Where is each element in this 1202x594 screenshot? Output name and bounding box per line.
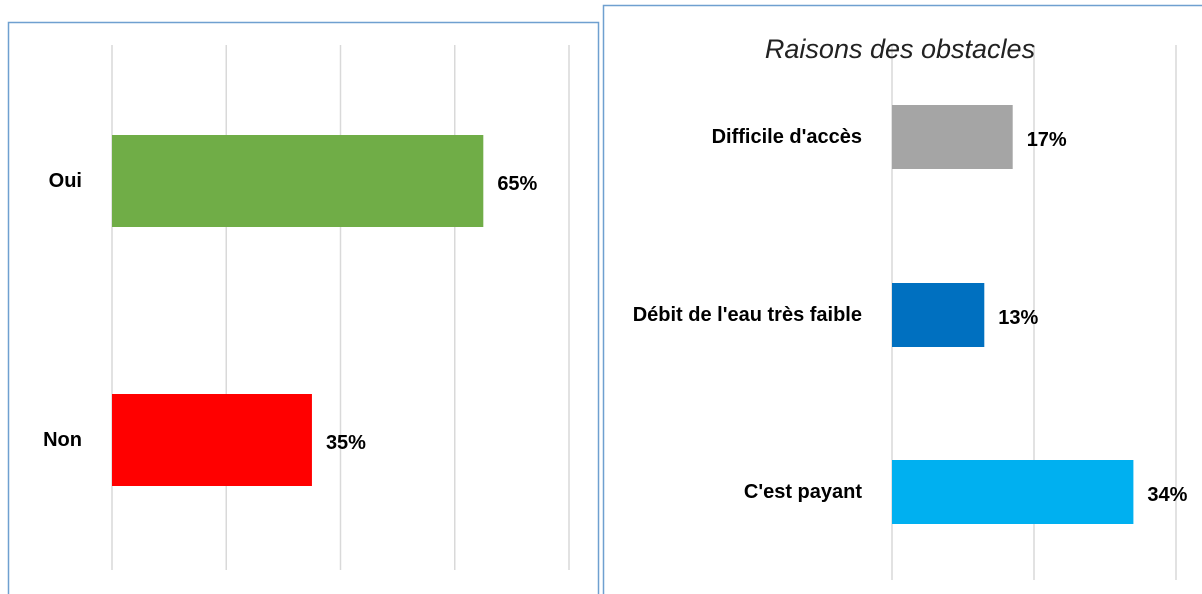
category-label: Débit de l'eau très faible <box>632 304 862 326</box>
category-label: Non <box>43 429 82 451</box>
bar <box>892 283 985 347</box>
category-label: Oui <box>48 170 82 192</box>
value-label: 17% <box>1026 129 1067 151</box>
chart-title: Raisons des obstacles <box>764 34 1036 64</box>
category-label: C'est payant <box>743 481 862 503</box>
panel-right <box>602 4 1202 594</box>
panel-left <box>7 21 600 594</box>
bar <box>892 105 1013 169</box>
bar <box>112 135 484 227</box>
category-label: Difficile d'accès <box>711 126 862 148</box>
value-label: 35% <box>325 432 366 454</box>
bar <box>112 394 312 486</box>
bar <box>892 460 1134 524</box>
value-label: 34% <box>1147 484 1188 506</box>
value-label: 13% <box>998 307 1039 329</box>
value-label: 65% <box>497 173 538 195</box>
